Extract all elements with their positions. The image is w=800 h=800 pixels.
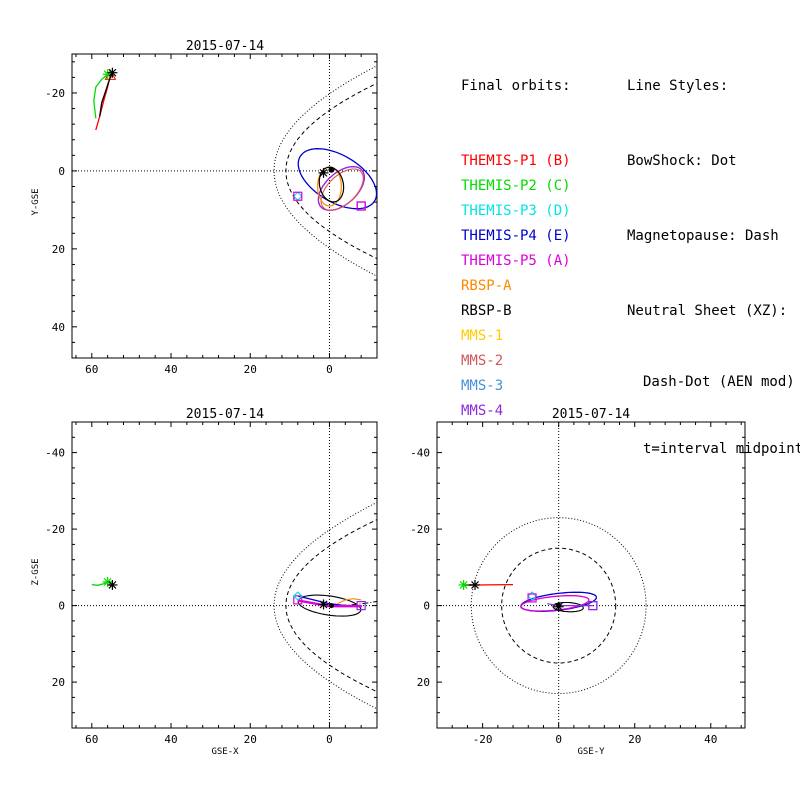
star-marker — [319, 168, 328, 177]
legend-entry: THEMIS-P4 (E) — [461, 228, 571, 244]
panel-xy: 2015-07-14 Y-GSE 60 40 20 0 -20 0 20 40 — [31, 39, 378, 376]
y-tick-label: 20 — [417, 676, 430, 689]
x-tick-label: 20 — [628, 733, 641, 746]
panel-yz: 2015-07-14 GSE-Y -20 0 20 40 -40 -20 0 20 — [410, 407, 746, 757]
clipped-layer — [91, 501, 377, 710]
legend-entry: THEMIS-P5 (A) — [461, 253, 571, 269]
square-marker — [356, 201, 366, 211]
legend-entry: MMS-4 — [461, 403, 504, 419]
legend-neutral-sheet-time: t=interval midpoint — [643, 441, 800, 457]
y-tick-label: 20 — [52, 676, 65, 689]
legend-entry: THEMIS-P1 (B) — [461, 153, 571, 169]
earth-marker — [328, 603, 334, 609]
earth-marker — [556, 603, 562, 609]
star-marker — [459, 581, 468, 589]
legend-entry: RBSP-A — [461, 278, 512, 294]
legend-line-styles-header: Line Styles: — [627, 78, 729, 94]
x-tick-label: 20 — [244, 733, 257, 746]
square-marker — [588, 600, 598, 611]
star-marker — [103, 70, 112, 79]
orbit-themis-p4 — [297, 148, 377, 210]
square-marker — [527, 593, 537, 603]
x-tick-label: 40 — [164, 733, 177, 746]
diamond-marker — [292, 591, 303, 601]
x-tick-label: 40 — [704, 733, 717, 746]
star-marker — [108, 68, 117, 77]
orbit-rbsp-b — [552, 601, 584, 613]
orbit-rbsp-b — [297, 594, 362, 617]
legend-neutral-sheet-style: Dash-Dot (AEN mod) — [643, 374, 795, 390]
clipped-layer — [93, 65, 377, 277]
star-marker — [471, 581, 479, 589]
orbit-themis-p5 — [520, 594, 590, 612]
panel-xz: 2015-07-14 GSE-X Z-GSE 60 40 20 0 -40 -20 0 20 — [31, 407, 378, 757]
orbit-rbsp-b — [318, 166, 345, 203]
square-marker — [293, 191, 303, 201]
legend-orbits-header: Final orbits: — [461, 78, 571, 94]
magnetopause-curve — [285, 82, 377, 260]
legend-neutral-sheet: Neutral Sheet (XZ): — [627, 303, 788, 319]
legend-entry: MMS-1 — [461, 328, 504, 344]
legend-bowshock: BowShock: Dot — [627, 153, 737, 169]
x-tick-label: 40 — [164, 363, 177, 376]
panel-yz-title: 2015-07-14 — [552, 407, 630, 422]
square-marker — [356, 600, 366, 611]
y-tick-label: -20 — [45, 523, 65, 536]
legend-entry: THEMIS-P2 (C) — [461, 178, 571, 194]
legend-entry: MMS-3 — [461, 378, 504, 394]
magnetopause-curve — [285, 519, 377, 693]
star-marker — [319, 600, 328, 609]
x-tick-label: 0 — [555, 733, 562, 746]
bowshock-circle — [470, 517, 647, 695]
x-tick-label: -20 — [473, 733, 493, 746]
square-marker — [293, 595, 303, 605]
x-tick-label: 60 — [85, 733, 98, 746]
clipped-layer — [458, 517, 647, 695]
legend-magnetopause: Magnetopause: Dash — [627, 228, 779, 244]
orbit-rbsp-a — [337, 598, 362, 605]
panel-xy-title: 2015-07-14 — [186, 39, 264, 54]
y-tick-label: -40 — [410, 447, 430, 460]
diamond-marker — [527, 591, 537, 601]
legend-entry: THEMIS-P3 (D) — [461, 203, 571, 219]
panel-yz-xlabel: GSE-Y — [577, 747, 605, 757]
y-tick-label: -20 — [410, 523, 430, 536]
legend-line-styles: Line Styles: BowShock: Dot Magnetopause:… — [627, 24, 800, 483]
magnetopause-circle — [501, 547, 617, 664]
star-marker — [103, 577, 112, 586]
legend-orbits: Final orbits: THEMIS-P1 (B) THEMIS-P2 (C)… — [461, 24, 571, 419]
y-tick-label: 0 — [58, 600, 65, 613]
x-tick-label: 60 — [85, 363, 98, 376]
star-marker — [108, 581, 117, 589]
panel-xz-xlabel: GSE-X — [211, 747, 239, 757]
y-tick-label: -20 — [45, 87, 65, 100]
series-line — [99, 72, 113, 117]
series-line — [91, 581, 108, 586]
y-tick-label: 0 — [423, 600, 430, 613]
x-tick-label: 0 — [326, 733, 333, 746]
y-tick-label: 40 — [52, 321, 65, 334]
panel-xz-title: 2015-07-14 — [186, 407, 264, 422]
legend-entry: RBSP-B — [461, 303, 512, 319]
earth-marker — [328, 166, 335, 173]
series-line — [93, 73, 109, 119]
plot-frame — [71, 53, 378, 359]
panel-xy-ylabel: Y-GSE — [31, 188, 41, 215]
diamond-marker — [292, 191, 303, 202]
panel-xz-ylabel: Z-GSE — [31, 558, 41, 585]
y-tick-label: 20 — [52, 243, 65, 256]
y-tick-label: 0 — [58, 165, 65, 178]
x-tick-label: 0 — [326, 363, 333, 376]
y-tick-label: -40 — [45, 447, 65, 460]
orbit-mms-2 — [320, 168, 364, 211]
x-tick-label: 20 — [244, 363, 257, 376]
legend-entry: MMS-2 — [461, 353, 504, 369]
